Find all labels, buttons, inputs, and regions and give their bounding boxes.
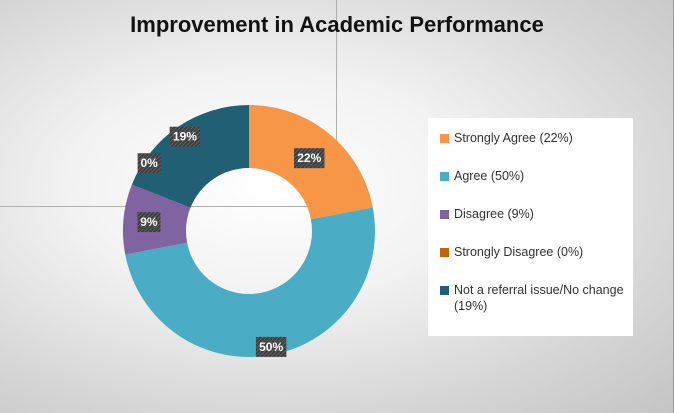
data-label-agree: 50% — [255, 336, 287, 357]
data-label-not-a-referral-issue: 19% — [169, 126, 201, 147]
slice-agree — [125, 207, 375, 357]
data-label-text-strongly-disagree: 0% — [140, 156, 158, 170]
legend-swatch-not-a-referral-issue — [440, 286, 449, 295]
legend-item-strongly-disagree: Strongly Disagree (0%) — [440, 244, 625, 260]
legend-item-agree: Agree (50%) — [440, 168, 625, 184]
data-label-text-disagree: 9% — [140, 215, 158, 229]
legend: Strongly Agree (22%) Agree (50%) Disagre… — [428, 118, 633, 336]
legend-item-disagree: Disagree (9%) — [440, 206, 625, 222]
data-label-text-not-a-referral-issue: 19% — [173, 130, 197, 144]
legend-label-strongly-disagree: Strongly Disagree (0%) — [454, 245, 584, 259]
data-label-box-agree — [255, 336, 287, 357]
legend-label-agree: Agree (50%) — [454, 169, 525, 183]
legend-item-not-a-referral-issue: Not a referral issue/No change (19%) — [440, 282, 625, 314]
data-label-box-disagree — [137, 212, 161, 233]
legend-swatch-strongly-agree — [440, 134, 449, 143]
chart-title: Improvement in Academic Performance — [130, 12, 544, 37]
legend-label-not-a-referral-issue: Not a referral issue/No change (19%) — [454, 283, 624, 313]
legend-swatch-disagree — [440, 210, 449, 219]
legend-label-strongly-agree: Strongly Agree (22%) — [454, 131, 573, 145]
data-label-box-strongly-disagree — [137, 153, 161, 174]
data-label-box-strongly-agree — [293, 148, 325, 169]
data-label-text-strongly-agree: 22% — [297, 151, 321, 165]
data-label-box-not-a-referral-issue — [169, 126, 201, 147]
data-label-strongly-disagree: 0% — [137, 153, 161, 174]
data-label-disagree: 9% — [137, 212, 161, 233]
data-label-strongly-agree: 22% — [293, 148, 325, 169]
slice-not-a-referral-issue — [131, 105, 249, 208]
legend-swatch-agree — [440, 172, 449, 181]
legend-item-strongly-agree: Strongly Agree (22%) — [440, 130, 625, 146]
data-label-text-agree: 50% — [259, 340, 283, 354]
legend-swatch-strongly-disagree — [440, 248, 449, 257]
legend-label-disagree: Disagree (9%) — [454, 207, 534, 221]
